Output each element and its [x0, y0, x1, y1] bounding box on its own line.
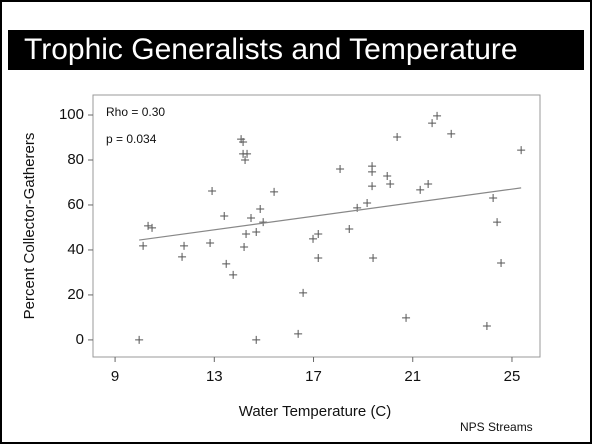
data-point	[256, 205, 265, 214]
plot-frame	[92, 94, 541, 358]
data-point	[309, 234, 318, 243]
data-point	[482, 321, 491, 330]
data-point	[242, 229, 251, 238]
data-point	[220, 211, 229, 220]
data-point	[416, 185, 425, 194]
source-note: NPS Streams	[460, 420, 533, 434]
data-point	[424, 180, 433, 189]
data-point	[135, 335, 144, 344]
data-point	[139, 241, 148, 250]
data-point	[180, 241, 189, 250]
data-point	[252, 227, 261, 236]
data-point	[369, 254, 378, 263]
x-tick-label: 17	[305, 368, 322, 385]
data-point	[497, 258, 506, 267]
data-point	[368, 167, 377, 176]
data-point	[314, 254, 323, 263]
annotation: p = 0.034	[106, 132, 157, 146]
data-point	[178, 252, 187, 261]
data-point	[222, 259, 231, 268]
y-axis-label: Percent Collector-Gatherers	[21, 133, 38, 320]
data-point	[208, 187, 217, 196]
data-point	[229, 270, 238, 279]
title-bar	[8, 30, 584, 70]
data-point	[428, 119, 437, 128]
data-point	[240, 243, 249, 252]
y-tick-label: 40	[67, 241, 84, 258]
data-point	[243, 149, 252, 158]
x-tick-label: 13	[206, 368, 223, 385]
data-point	[363, 198, 372, 207]
trend-line	[139, 187, 522, 241]
x-tick-label: 9	[111, 368, 119, 385]
data-point	[148, 223, 157, 232]
y-tick-label: 20	[67, 286, 84, 303]
y-tick-label: 60	[67, 196, 84, 213]
data-point	[299, 288, 308, 297]
data-point	[259, 218, 268, 227]
data-point	[314, 229, 323, 238]
y-tick-label: 0	[76, 331, 84, 348]
data-point	[433, 111, 442, 120]
data-point	[294, 329, 303, 338]
data-point	[368, 182, 377, 191]
data-point	[239, 138, 248, 147]
data-point	[393, 133, 402, 142]
y-tick-label: 80	[67, 151, 84, 168]
annotation: Rho = 0.30	[106, 105, 165, 119]
data-point	[402, 313, 411, 322]
data-point	[336, 164, 345, 173]
data-point	[206, 238, 215, 247]
data-point	[386, 180, 395, 189]
x-tick-label: 21	[404, 368, 421, 385]
x-axis-label: Water Temperature (C)	[239, 403, 392, 420]
data-point	[383, 171, 392, 180]
x-tick-label: 25	[504, 368, 521, 385]
data-point	[144, 221, 153, 230]
data-point	[447, 129, 456, 138]
data-point	[493, 218, 502, 227]
data-point	[270, 187, 279, 196]
data-point	[345, 225, 354, 234]
chart-title: Trophic Generalists and Temperature	[24, 33, 518, 66]
data-point	[247, 214, 256, 223]
data-point	[252, 335, 261, 344]
data-point	[489, 194, 498, 203]
y-tick-label: 100	[59, 106, 84, 123]
data-point	[517, 146, 526, 155]
data-point	[241, 155, 250, 164]
